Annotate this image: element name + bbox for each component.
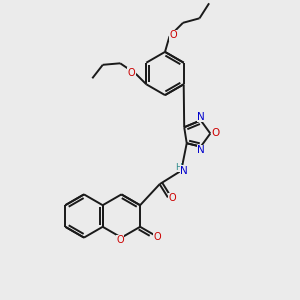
Text: O: O xyxy=(170,30,178,40)
Text: N: N xyxy=(197,145,205,155)
Text: O: O xyxy=(168,193,176,203)
Text: H: H xyxy=(175,163,181,172)
Text: N: N xyxy=(197,112,205,122)
Text: O: O xyxy=(128,68,135,78)
Text: O: O xyxy=(212,128,220,138)
Text: O: O xyxy=(116,235,124,245)
Text: N: N xyxy=(180,166,188,176)
Text: O: O xyxy=(153,232,161,242)
